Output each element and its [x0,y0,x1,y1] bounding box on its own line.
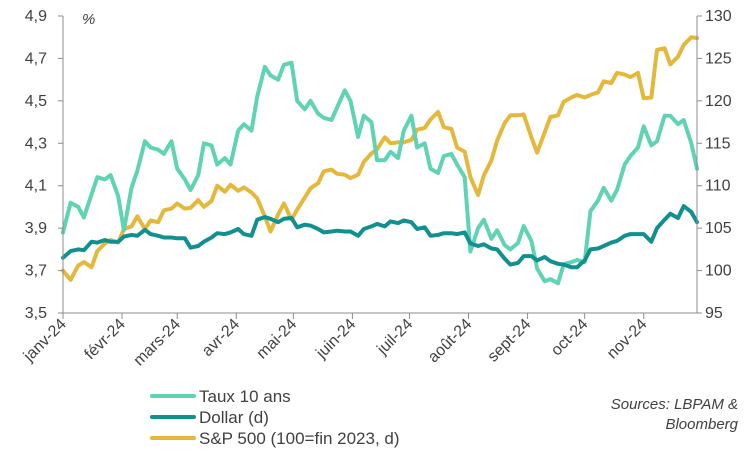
x-tick-label: oct-24 [548,316,592,360]
y-right-tick-label: 95 [705,305,723,322]
y-right-tick-label: 115 [705,135,731,152]
series-line-2 [61,35,699,282]
y-left-tick-label: 4,5 [25,93,47,110]
y-left-tick-label: 4,1 [25,178,47,195]
series-layer [61,35,699,286]
source-line-1: Bloomberg [665,416,738,433]
x-tick-label: août-24 [425,316,475,366]
y-left-tick-label: 4,3 [25,135,47,152]
axes-layer: 3,5 3,7 3,9 4,1 4,3 4,5 4,7 4,9 95 100 105 110 115 12… [20,8,732,369]
y-right-tick-label: 125 [705,50,732,67]
y-right-tick-label: 100 [705,263,732,280]
x-tick-label: juin-24 [313,316,360,363]
x-tick-label: sept-24 [485,316,535,366]
y-right-tick-label: 105 [705,220,732,237]
x-tick-label: nov-24 [604,316,651,363]
source-line-0: Sources: LBPAM & [611,396,738,413]
y-left-tick-label: 3,9 [25,220,47,237]
series-line-1 [61,204,699,270]
y-right-tick-label: 110 [705,178,731,195]
y-right-tick-label: 130 [705,8,732,25]
legend-label-0: Taux 10 ans [199,387,291,406]
legend-label-1: Dollar (d) [199,408,269,427]
x-tick-label: févr-24 [82,316,129,363]
y-left-tick-label: 4,9 [25,8,47,25]
source-note: Sources: LBPAM & Bloomberg [611,396,739,433]
legend-label-2: S&P 500 (100=fin 2023, d) [199,429,400,448]
y-left-unit-label: % [82,11,95,28]
x-tick-label: janv-24 [20,316,70,366]
legend: Taux 10 ans Dollar (d) S&P 500 (100=fin 20… [150,387,400,448]
y-left-tick-label: 3,7 [25,263,47,280]
x-tick-label: avr-24 [199,316,243,360]
y-right-tick-label: 120 [705,93,732,110]
x-tick-label: juil-24 [373,316,416,359]
y-left-tick-label: 3,5 [25,305,47,322]
series-line-0 [61,60,699,286]
y-left-tick-label: 4,7 [25,50,47,67]
x-tick-label: mars-24 [131,316,185,370]
x-tick-label: mai-24 [254,316,301,363]
